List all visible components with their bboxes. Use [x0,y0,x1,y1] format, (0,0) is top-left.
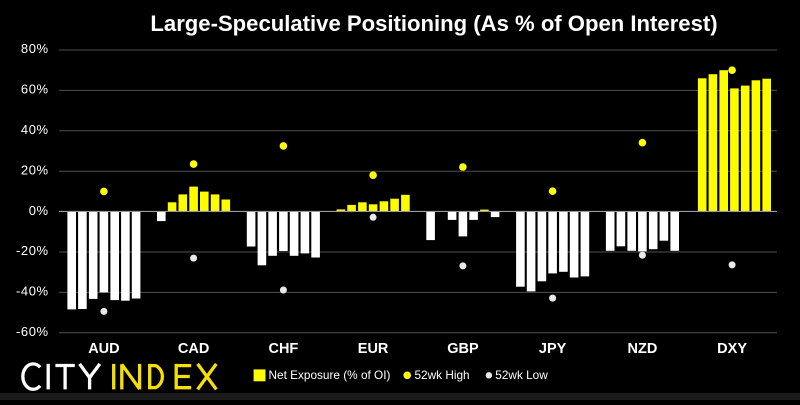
svg-text:NZD: NZD [627,341,657,357]
svg-text:CAD: CAD [178,341,209,357]
svg-text:52wk Low: 52wk Low [495,368,548,382]
svg-text:JPY: JPY [539,341,567,357]
svg-text:-40%: -40% [16,284,49,299]
svg-text:52wk High: 52wk High [415,368,470,382]
svg-text:80%: 80% [21,41,49,56]
svg-text:EUR: EUR [358,341,389,357]
svg-text:CHF: CHF [268,341,298,357]
svg-text:20%: 20% [21,162,49,177]
svg-text:GBP: GBP [447,341,479,357]
svg-text:0%: 0% [29,203,49,218]
svg-text:Large-Speculative Positioning: Large-Speculative Positioning (As % of O… [150,11,717,36]
svg-text:60%: 60% [21,82,49,97]
svg-text:DXY: DXY [717,341,747,357]
svg-text:AUD: AUD [88,341,119,357]
svg-text:-20%: -20% [16,243,49,258]
svg-text:40%: 40% [21,122,49,137]
svg-text:-60%: -60% [16,324,49,339]
svg-text:Net Exposure (% of OI): Net Exposure (% of OI) [269,368,391,382]
